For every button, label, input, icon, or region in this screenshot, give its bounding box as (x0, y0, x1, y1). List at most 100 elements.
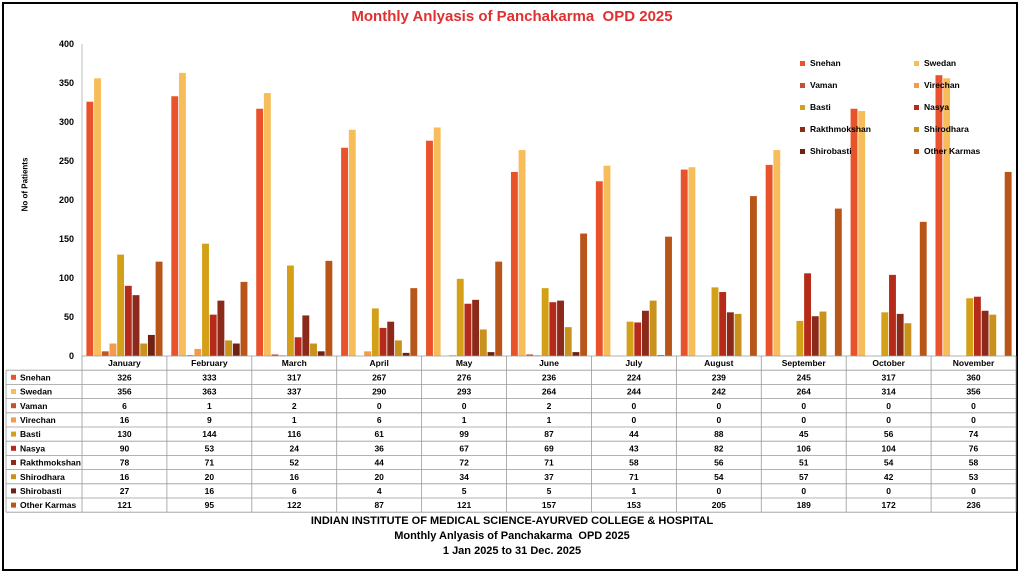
table-key-nasya (11, 445, 16, 451)
table-value-nasya-october: 104 (882, 443, 896, 453)
y-tick-label-300: 300 (59, 117, 74, 127)
table-value-shirobasti-march: 6 (292, 486, 297, 496)
bar-nasya-july (634, 322, 642, 356)
table-series-label-shirobasti: Shirobasti (20, 486, 62, 496)
y-tick-label-0: 0 (69, 351, 74, 361)
table-value-vaman-march: 2 (292, 401, 297, 411)
table-value-basti-january: 130 (117, 429, 131, 439)
table-value-swedan-august: 242 (712, 387, 726, 397)
table-key-shirodhara (11, 474, 16, 480)
table-value-other-karmas-august: 205 (712, 500, 726, 510)
bar-nasya-june (549, 302, 557, 356)
bar-snehan-august (680, 169, 688, 356)
bar-other-karmas-february (240, 281, 248, 356)
table-value-other-karmas-march: 122 (287, 500, 301, 510)
bar-basti-february (202, 243, 209, 356)
category-label-march: March (282, 358, 307, 368)
bar-snehan-october (850, 108, 858, 357)
table-value-snehan-march: 317 (287, 372, 301, 382)
table-value-nasya-july: 43 (629, 443, 639, 453)
y-tick-label-200: 200 (59, 195, 74, 205)
table-value-shirobasti-may: 5 (462, 486, 467, 496)
table-value-rakthmokshan-february: 71 (205, 458, 215, 468)
bar-swedan-february (179, 72, 186, 357)
legend-label-shirobasti: Shirobasti (810, 146, 852, 156)
bar-shirodhara-june (564, 327, 572, 356)
table-value-basti-september: 45 (799, 429, 809, 439)
bar-nasya-august (719, 292, 727, 356)
bar-shirodhara-july (649, 300, 657, 356)
legend-label-virechan: Virechan (924, 80, 960, 90)
table-value-other-karmas-april: 87 (374, 500, 384, 510)
category-label-april: April (369, 358, 388, 368)
bar-other-karmas-january (155, 261, 163, 356)
bar-swedan-october (858, 111, 866, 356)
table-value-virechan-january: 16 (120, 415, 130, 425)
bar-basti-august (711, 287, 719, 356)
chart-title: Monthly Anlyasis of Panchakarma OPD 2025 (351, 8, 673, 25)
table-value-nasya-august: 82 (714, 443, 724, 453)
bar-rakthmokshan-july (642, 310, 649, 356)
table-key-other-karmas (11, 502, 16, 508)
table-value-snehan-january: 326 (117, 372, 131, 382)
bar-swedan-may (433, 127, 441, 357)
table-value-virechan-september: 0 (801, 415, 806, 425)
table-value-snehan-april: 267 (372, 372, 386, 382)
category-label-june: June (539, 358, 559, 368)
bar-virechan-february (194, 348, 202, 356)
bar-basti-may (456, 278, 464, 356)
table-value-swedan-january: 356 (117, 387, 131, 397)
bar-swedan-march (263, 93, 271, 356)
bar-other-karmas-october (919, 221, 927, 356)
bar-shirobasti-april (402, 352, 410, 356)
table-value-rakthmokshan-may: 72 (459, 458, 469, 468)
table-key-swedan (11, 389, 16, 394)
bar-swedan-august (688, 167, 696, 356)
table-series-label-rakthmokshan: Rakthmokshan (20, 458, 81, 468)
table-value-shirodhara-july: 71 (629, 472, 639, 482)
table-value-rakthmokshan-november: 58 (969, 458, 979, 468)
table-value-shirodhara-november: 53 (969, 472, 979, 482)
bar-vaman-march (271, 354, 279, 356)
table-value-vaman-november: 0 (971, 401, 976, 411)
bar-swedan-september (773, 150, 781, 356)
bar-basti-january (117, 254, 125, 356)
table-value-rakthmokshan-august: 56 (714, 458, 724, 468)
table-value-swedan-november: 356 (966, 387, 980, 397)
bar-basti-march (286, 265, 294, 356)
bar-nasya-february (209, 314, 217, 356)
bar-nasya-october (889, 274, 896, 356)
bar-basti-september (796, 320, 804, 356)
table-key-rakthmokshan (11, 460, 16, 465)
bar-shirobasti-may (487, 352, 495, 356)
table-value-virechan-april: 6 (377, 415, 382, 425)
legend-key-nasya (914, 105, 919, 110)
category-label-september: September (782, 358, 827, 368)
bar-virechan-april (364, 351, 372, 356)
table-value-swedan-april: 290 (372, 387, 386, 397)
table-value-rakthmokshan-april: 44 (374, 458, 384, 468)
legend-key-swedan (914, 61, 919, 66)
legend-key-basti (800, 105, 805, 110)
table-value-shirobasti-april: 4 (377, 486, 382, 496)
bar-other-karmas-april (410, 288, 418, 356)
table-value-nasya-february: 53 (205, 443, 215, 453)
bar-shirodhara-april (394, 340, 402, 356)
table-value-rakthmokshan-july: 58 (629, 458, 639, 468)
table-value-vaman-july: 0 (632, 401, 637, 411)
table-value-shirodhara-september: 57 (799, 472, 809, 482)
table-value-other-karmas-february: 95 (205, 500, 215, 510)
table-value-basti-august: 88 (714, 429, 724, 439)
table-value-rakthmokshan-june: 71 (544, 458, 554, 468)
table-value-virechan-july: 0 (632, 415, 637, 425)
table-value-rakthmokshan-january: 78 (120, 458, 130, 468)
bar-rakthmokshan-may (472, 299, 480, 356)
table-value-nasya-march: 24 (290, 443, 300, 453)
table-key-snehan (11, 374, 16, 380)
table-value-nasya-september: 106 (797, 443, 811, 453)
table-value-virechan-march: 1 (292, 415, 297, 425)
bar-shirobasti-january (147, 334, 155, 356)
bar-rakthmokshan-january (132, 295, 140, 356)
table-value-nasya-may: 67 (459, 443, 469, 453)
